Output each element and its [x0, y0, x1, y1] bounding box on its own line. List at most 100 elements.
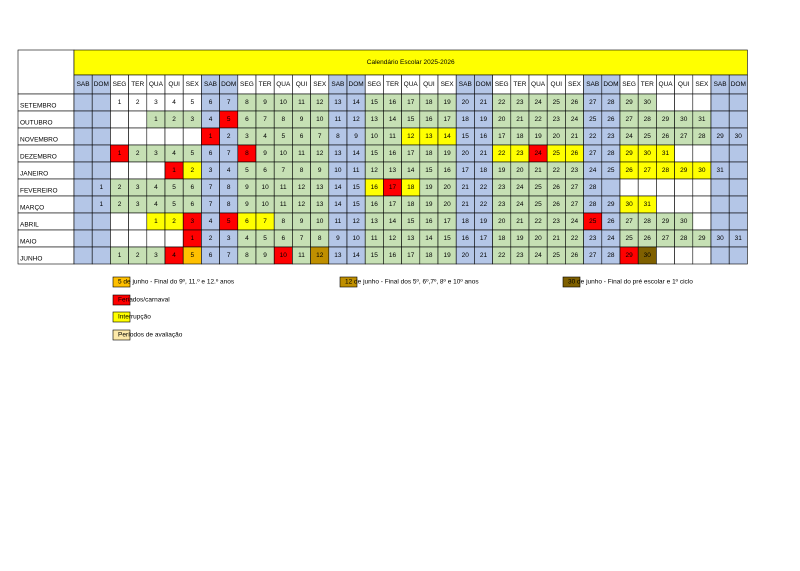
day-cell: [110, 212, 129, 231]
day-number: 29: [625, 99, 633, 106]
weekday: SEX: [441, 81, 455, 88]
day-cell: [128, 229, 148, 248]
day-number: 7: [209, 184, 213, 191]
day-number: 2: [172, 116, 176, 123]
day-number: 6: [300, 133, 304, 140]
day-number: 7: [263, 218, 267, 225]
day-number: 27: [625, 218, 633, 225]
weekday: TER: [386, 81, 399, 88]
legend-label: 12 de junho - Final dos 5º, 6º,7º, 8º e …: [345, 279, 479, 286]
day-number: 19: [516, 235, 524, 242]
day-number: 25: [589, 218, 597, 225]
day-number: 23: [516, 150, 524, 157]
day-number: 31: [735, 235, 743, 242]
day-number: 8: [227, 201, 231, 208]
weekday: QUI: [678, 81, 690, 88]
day-number: 9: [300, 116, 304, 123]
day-number: 3: [154, 99, 158, 106]
day-number: 25: [607, 167, 615, 174]
day-cell: [73, 195, 93, 214]
day-number: 5: [227, 116, 231, 123]
day-number: 3: [190, 218, 194, 225]
day-number: 14: [334, 201, 342, 208]
day-number: 28: [589, 184, 597, 191]
day-number: 21: [480, 150, 488, 157]
day-number: 1: [190, 235, 194, 242]
day-number: 16: [425, 218, 433, 225]
day-number: 26: [571, 99, 579, 106]
day-cell: [73, 161, 93, 180]
day-number: 26: [607, 116, 615, 123]
day-number: 4: [172, 252, 176, 259]
day-number: 6: [209, 150, 213, 157]
day-number: 1: [209, 133, 213, 140]
weekday: SEG: [367, 81, 381, 88]
day-number: 2: [118, 184, 122, 191]
month-label: ABRIL: [20, 222, 39, 229]
weekday: SAB: [714, 81, 727, 88]
day-number: 6: [245, 116, 249, 123]
day-number: 3: [245, 133, 249, 140]
day-number: 24: [607, 235, 615, 242]
day-number: 14: [443, 133, 451, 140]
day-number: 29: [716, 133, 724, 140]
weekday: DOM: [603, 81, 618, 88]
day-number: 8: [336, 133, 340, 140]
day-number: 18: [407, 201, 415, 208]
day-cell: [692, 212, 712, 231]
day-cell: [728, 246, 748, 265]
day-number: 5: [190, 150, 194, 157]
day-number: 1: [154, 218, 158, 225]
day-number: 14: [389, 218, 397, 225]
day-number: 4: [263, 133, 267, 140]
day-number: 21: [553, 235, 561, 242]
day-number: 4: [172, 150, 176, 157]
weekday: SEX: [186, 81, 200, 88]
weekday: SEX: [568, 81, 582, 88]
day-number: 25: [589, 116, 597, 123]
day-number: 24: [516, 201, 524, 208]
day-number: 27: [644, 167, 652, 174]
day-number: 10: [261, 184, 269, 191]
day-number: 28: [607, 150, 615, 157]
day-number: 15: [371, 99, 379, 106]
weekday: QUA: [276, 81, 291, 88]
day-number: 5: [190, 252, 194, 259]
title: Calendário Escolar 2025-2026: [367, 59, 455, 66]
legend-swatch: [562, 276, 581, 288]
day-number: 29: [607, 201, 615, 208]
day-number: 15: [352, 184, 360, 191]
day-number: 27: [589, 150, 597, 157]
day-cell: [692, 144, 712, 163]
day-number: 17: [389, 201, 397, 208]
day-number: 29: [680, 167, 688, 174]
day-number: 12: [352, 218, 360, 225]
day-number: 23: [553, 218, 561, 225]
legend-label: Períodos de avaliação: [118, 332, 183, 339]
day-cell: [674, 195, 694, 214]
day-number: 9: [263, 150, 267, 157]
day-cell: [91, 229, 111, 248]
month-label: NOVEMBRO: [20, 137, 58, 144]
day-cell: [91, 246, 111, 265]
day-number: 20: [498, 218, 506, 225]
day-number: 16: [389, 150, 397, 157]
day-number: 20: [443, 201, 451, 208]
day-number: 4: [172, 99, 176, 106]
day-number: 5: [172, 201, 176, 208]
day-number: 10: [334, 167, 342, 174]
day-number: 12: [371, 167, 379, 174]
day-number: 21: [516, 116, 524, 123]
day-cell: [692, 246, 712, 265]
month-label: JANEIRO: [20, 171, 48, 178]
legend-swatch: [339, 276, 358, 288]
day-number: 17: [407, 252, 415, 259]
weekday: DOM: [221, 81, 236, 88]
day-number: 2: [136, 150, 140, 157]
day-number: 25: [534, 201, 542, 208]
day-number: 17: [389, 184, 397, 191]
day-number: 17: [462, 167, 470, 174]
day-number: 1: [154, 116, 158, 123]
day-cell: [656, 93, 675, 112]
